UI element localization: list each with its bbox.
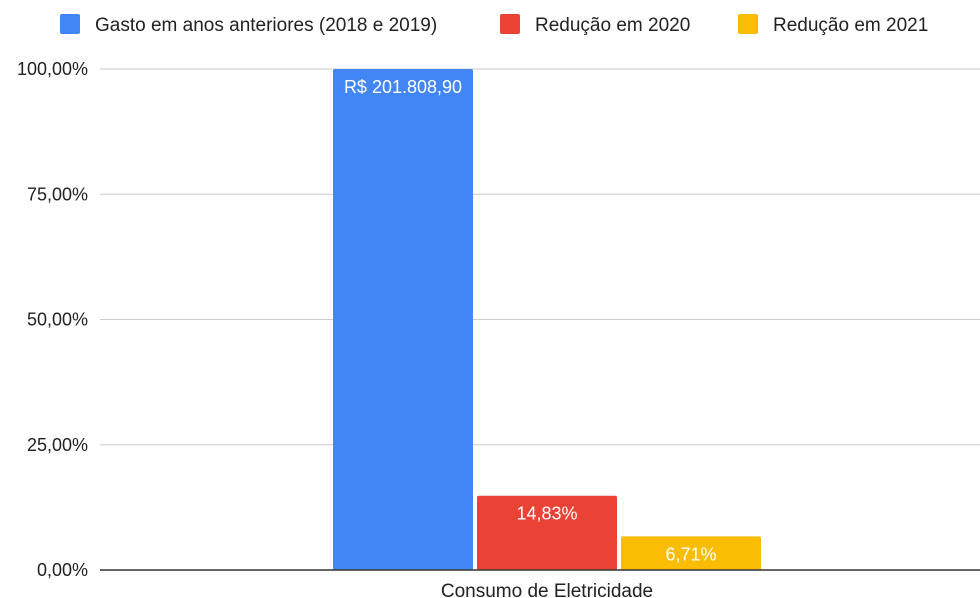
- bar-data-label: R$ 201.808,90: [344, 77, 462, 97]
- legend: Gasto em anos anteriores (2018 e 2019) Re…: [60, 14, 928, 36]
- y-tick-label: 50,00%: [27, 310, 88, 330]
- legend-label: Gasto em anos anteriores (2018 e 2019): [95, 15, 437, 36]
- bar: [477, 495, 617, 570]
- legend-swatch: [60, 14, 80, 34]
- y-tick-label: 75,00%: [27, 184, 88, 204]
- gridlines: [100, 68, 980, 446]
- y-axis: 0,00% 25,00% 50,00% 75,00% 100,00%: [17, 59, 88, 580]
- bar-data-label: 14,83%: [516, 504, 577, 524]
- legend-swatch: [500, 14, 520, 34]
- legend-label: Redução em 2020: [535, 15, 690, 36]
- legend-swatch: [738, 14, 758, 34]
- bars: R$ 201.808,90 14,83% 6,71%: [333, 69, 761, 570]
- y-tick-label: 0,00%: [37, 560, 88, 580]
- y-tick-label: 25,00%: [27, 435, 88, 455]
- legend-label: Redução em 2021: [773, 15, 928, 36]
- y-tick-label: 100,00%: [17, 59, 88, 79]
- x-category-label: Consumo de Eletricidade: [441, 581, 653, 598]
- x-axis: Consumo de Eletricidade: [441, 581, 653, 598]
- bar-data-label: 6,71%: [665, 544, 716, 564]
- bar: [333, 69, 473, 570]
- bar: [621, 536, 761, 570]
